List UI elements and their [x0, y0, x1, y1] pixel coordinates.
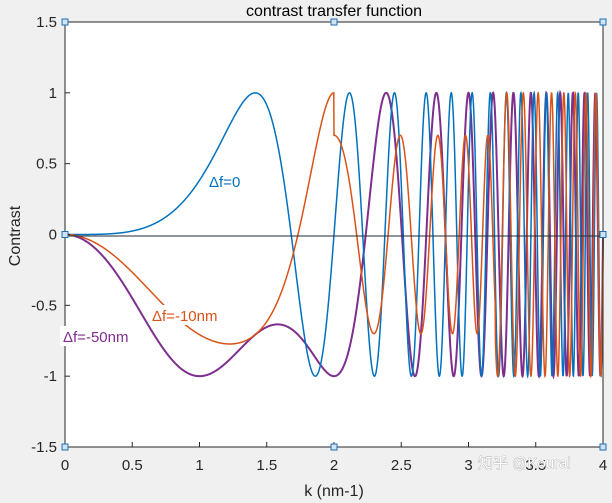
x-tick-label: 3 — [464, 457, 472, 474]
y-tick-label: 0.5 — [36, 156, 57, 173]
x-tick-label: 4 — [599, 457, 607, 474]
selection-handle[interactable] — [61, 231, 69, 238]
series-line-1 — [65, 90, 604, 379]
x-tick-label: 2 — [330, 457, 338, 474]
x-tick-label: 0.5 — [122, 457, 143, 474]
x-tick-label: 2.5 — [391, 457, 412, 474]
x-tick-label: 0 — [61, 457, 69, 474]
series-label-df0: Δf=0 — [209, 174, 240, 191]
axes-selection-handles[interactable] — [61, 18, 607, 451]
series-label-df10: Δf=-10nm — [152, 308, 217, 325]
selection-handle[interactable] — [599, 231, 607, 238]
selection-handle[interactable] — [330, 443, 338, 451]
series-line-3 — [65, 89, 604, 380]
y-tick-label: 1.5 — [36, 14, 57, 31]
x-tick-label: 1 — [195, 457, 203, 474]
tick-layer: 0 0.5 1 1.5 2 2.5 3 3.5 4 -1.5 -1 -0.5 0 0.5 1 1.5 — [31, 14, 607, 474]
y-axis-label: Contrast — [7, 205, 24, 266]
selection-handle[interactable] — [61, 18, 69, 26]
series-layer — [65, 89, 604, 380]
y-tick-label: -0.5 — [31, 297, 57, 314]
selection-handle[interactable] — [330, 18, 338, 26]
x-tick-label: 3.5 — [525, 457, 546, 474]
chart-title: contrast transfer function — [246, 3, 422, 20]
selection-handle[interactable] — [599, 443, 607, 451]
selection-handle[interactable] — [599, 18, 607, 26]
series-label-df50: Δf=-50nm — [63, 329, 128, 346]
y-tick-label: 0 — [49, 227, 57, 244]
watermark: 知乎 @Kourai — [478, 455, 571, 472]
x-tick-label: 1.5 — [256, 457, 277, 474]
y-tick-label: -1.5 — [31, 439, 57, 456]
y-tick-label: -1 — [44, 368, 57, 385]
y-tick-label: 1 — [49, 85, 57, 102]
series-label-df50-bg — [60, 326, 140, 346]
x-axis-label: k (nm-1) — [304, 483, 364, 500]
selection-handle[interactable] — [61, 443, 69, 451]
series-line-2 — [65, 90, 604, 379]
series-label-df10-bg — [150, 305, 222, 325]
